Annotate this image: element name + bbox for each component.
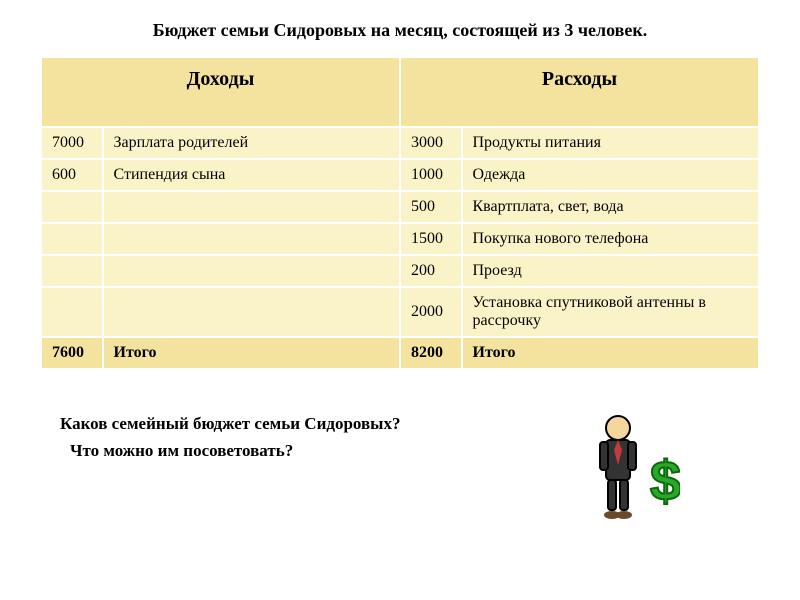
table-row: 2000Установка спутниковой антенны в расс…: [41, 287, 759, 337]
cell-inc_desc: [103, 223, 400, 255]
cell-exp_amt: 1500: [400, 223, 462, 255]
cell-exp_desc: Установка спутниковой антенны в рассрочк…: [462, 287, 760, 337]
cell-exp_desc: Одежда: [462, 159, 760, 191]
header-income: Доходы: [41, 57, 400, 127]
table-row: 500Квартплата, свет, вода: [41, 191, 759, 223]
cell-exp_amt: 3000: [400, 127, 462, 159]
total-inc_amt: 7600: [41, 337, 103, 369]
cell-inc_desc: [103, 191, 400, 223]
cell-inc_desc: [103, 287, 400, 337]
cell-exp_amt: 2000: [400, 287, 462, 337]
header-expense: Расходы: [400, 57, 759, 127]
cell-inc_desc: [103, 255, 400, 287]
total-inc_desc: Итого: [103, 337, 400, 369]
cell-inc_amt: [41, 191, 103, 223]
budget-table: Доходы Расходы 7000Зарплата родителей300…: [40, 56, 760, 370]
cell-inc_desc: Стипендия сына: [103, 159, 400, 191]
cell-exp_desc: Квартплата, свет, вода: [462, 191, 760, 223]
cell-inc_amt: [41, 287, 103, 337]
cell-inc_amt: 7000: [41, 127, 103, 159]
total-exp_amt: 8200: [400, 337, 462, 369]
cell-inc_amt: 600: [41, 159, 103, 191]
svg-text:$: $: [650, 449, 680, 512]
table-row: 7000Зарплата родителей3000Продукты питан…: [41, 127, 759, 159]
table-row: 1500Покупка нового телефона: [41, 223, 759, 255]
header-row: Доходы Расходы: [41, 57, 759, 127]
table-body: 7000Зарплата родителей3000Продукты питан…: [41, 127, 759, 369]
table-row: 200Проезд: [41, 255, 759, 287]
businessman-dollar-icon: $: [580, 410, 680, 530]
cell-inc_amt: [41, 255, 103, 287]
cell-inc_desc: Зарплата родителей: [103, 127, 400, 159]
cell-exp_desc: Проезд: [462, 255, 760, 287]
cell-exp_amt: 1000: [400, 159, 462, 191]
table-row: 600Стипендия сына1000Одежда: [41, 159, 759, 191]
cell-inc_amt: [41, 223, 103, 255]
cell-exp_amt: 500: [400, 191, 462, 223]
cell-exp_amt: 200: [400, 255, 462, 287]
cell-exp_desc: Покупка нового телефона: [462, 223, 760, 255]
total-row: 7600Итого8200Итого: [41, 337, 759, 369]
cell-exp_desc: Продукты питания: [462, 127, 760, 159]
total-exp_desc: Итого: [462, 337, 760, 369]
page-title: Бюджет семьи Сидоровых на месяц, состоящ…: [40, 20, 760, 41]
